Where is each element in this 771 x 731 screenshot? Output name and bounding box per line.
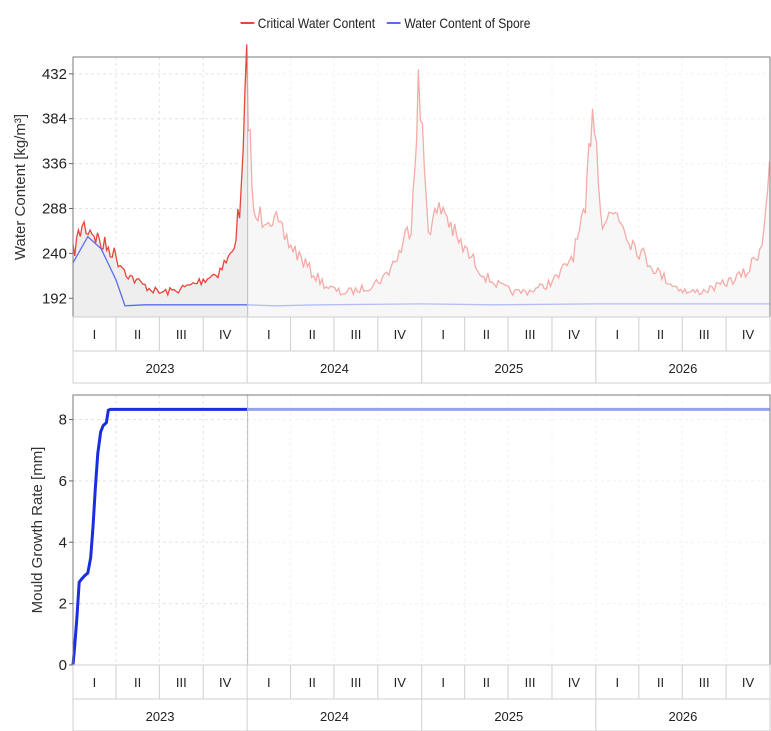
- y-tick-label: 2: [59, 596, 67, 613]
- quarter-label: I: [616, 675, 620, 690]
- quarter-label: I: [93, 327, 97, 342]
- year-label: 2025: [494, 361, 523, 376]
- y-tick-label: 240: [42, 245, 67, 262]
- quarter-label: III: [699, 327, 710, 342]
- quarter-label: II: [657, 675, 664, 690]
- quarter-label: II: [309, 327, 316, 342]
- quarter-label: II: [483, 327, 490, 342]
- legend-swatch-critical: [240, 22, 255, 24]
- legend-label-spore: Water Content of Spore: [404, 15, 531, 31]
- legend-item-spore: Water Content of Spore: [387, 15, 530, 31]
- y-tick-label: 8: [59, 412, 67, 429]
- quarter-label: I: [93, 675, 97, 690]
- y-tick-label: 0: [59, 657, 67, 674]
- quarter-label: IV: [219, 327, 232, 342]
- faded-period-overlay: [247, 57, 770, 317]
- quarter-label: II: [134, 675, 141, 690]
- year-label: 2024: [320, 709, 349, 724]
- legend-swatch-spore: [387, 22, 401, 24]
- y-axis-label: Mould Growth Rate [mm]: [29, 447, 46, 614]
- year-label: 2023: [146, 361, 175, 376]
- y-tick-label: 336: [42, 156, 67, 173]
- y-tick-label: 6: [59, 473, 67, 490]
- quarter-label: III: [350, 327, 361, 342]
- quarter-label: III: [350, 675, 361, 690]
- y-tick-label: 4: [59, 534, 67, 551]
- quarter-label: II: [657, 327, 664, 342]
- chart-legend: Critical Water Content Water Content of …: [54, 10, 717, 36]
- quarter-label: II: [309, 675, 316, 690]
- y-tick-label: 192: [42, 290, 67, 307]
- y-tick-label: 288: [42, 201, 67, 218]
- quarter-label: IV: [568, 327, 581, 342]
- y-tick-label: 432: [42, 66, 67, 83]
- quarter-label: I: [616, 327, 620, 342]
- quarter-label: II: [483, 675, 490, 690]
- quarter-label: III: [176, 327, 187, 342]
- legend-item-critical: Critical Water Content: [240, 15, 376, 31]
- quarter-label: III: [525, 327, 536, 342]
- quarter-label: IV: [394, 327, 407, 342]
- quarter-label: IV: [742, 675, 755, 690]
- legend-label-critical: Critical Water Content: [257, 15, 376, 31]
- quarter-label: I: [267, 327, 271, 342]
- quarter-label: IV: [219, 675, 232, 690]
- quarter-label: I: [267, 675, 271, 690]
- year-label: 2024: [320, 361, 349, 376]
- series-line-1: [71, 407, 770, 666]
- faded-period-overlay: [247, 395, 770, 665]
- quarter-label: IV: [568, 675, 581, 690]
- quarter-label: III: [699, 675, 710, 690]
- quarter-label: II: [134, 327, 141, 342]
- quarter-label: IV: [394, 675, 407, 690]
- quarter-label: III: [525, 675, 536, 690]
- year-label: 2026: [668, 709, 697, 724]
- year-label: 2026: [668, 361, 697, 376]
- year-label: 2023: [146, 709, 175, 724]
- year-label: 2025: [494, 709, 523, 724]
- y-axis-label: Water Content [kg/m³]: [12, 114, 29, 260]
- y-tick-label: 384: [42, 111, 67, 128]
- chart-1: 432 384 336 288 240 192 Water Content [kg/m³] I…: [12, 44, 771, 384]
- quarter-label: IV: [742, 327, 755, 342]
- quarter-label: III: [176, 675, 187, 690]
- quarter-label: I: [441, 675, 445, 690]
- quarter-label: I: [441, 327, 445, 342]
